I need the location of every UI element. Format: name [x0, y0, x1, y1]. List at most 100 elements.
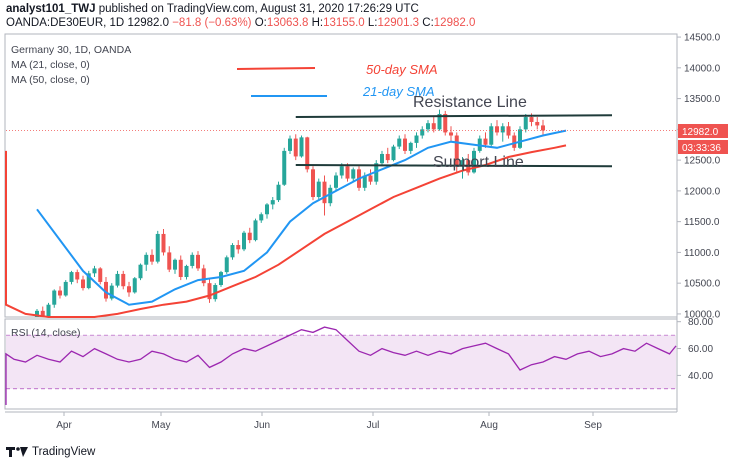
candle-body[interactable]	[414, 135, 419, 143]
candle-body[interactable]	[288, 138, 292, 151]
time-axis-label: Apr	[56, 420, 72, 431]
candle-body[interactable]	[242, 232, 246, 250]
candle-body[interactable]	[293, 138, 298, 157]
candle-body[interactable]	[150, 254, 154, 262]
candle-body[interactable]	[500, 126, 505, 133]
time-axis-label: Aug	[480, 420, 498, 431]
candle-body[interactable]	[219, 272, 223, 286]
candle-body[interactable]	[454, 135, 459, 167]
candle-body[interactable]	[161, 233, 166, 253]
candle-body[interactable]	[213, 285, 218, 300]
candle-body[interactable]	[109, 285, 114, 299]
candle-body[interactable]	[46, 304, 51, 317]
legend-ma50: MA (50, close, 0)	[11, 74, 90, 86]
candle-body[interactable]	[339, 166, 344, 176]
candle-body[interactable]	[178, 259, 183, 278]
support-trendline[interactable]	[295, 164, 613, 168]
candle-body[interactable]	[380, 153, 384, 164]
candle-body[interactable]	[184, 265, 189, 278]
resistance-trendline[interactable]	[295, 114, 613, 119]
candle-body[interactable]	[443, 113, 448, 133]
candle-body[interactable]	[368, 175, 373, 182]
candle-body[interactable]	[316, 181, 321, 198]
resistance-annotation: Resistance Line	[413, 94, 527, 111]
candle-body[interactable]	[385, 153, 390, 161]
candle-body[interactable]	[265, 204, 269, 215]
support-annotation: Support Line	[433, 154, 524, 171]
candle-body[interactable]	[35, 310, 39, 317]
footer-brand[interactable]: TradingView	[6, 446, 95, 458]
candle-body[interactable]	[523, 117, 528, 130]
candle-body[interactable]	[40, 310, 45, 317]
candle-body[interactable]	[270, 200, 275, 205]
legend-ma21: MA (21, close, 0)	[11, 59, 90, 71]
candle-body[interactable]	[138, 264, 143, 279]
candle-body[interactable]	[460, 160, 465, 167]
candle-body[interactable]	[155, 233, 160, 262]
candle-body[interactable]	[391, 146, 396, 161]
candle-body[interactable]	[541, 125, 545, 131]
candle-body[interactable]	[104, 281, 108, 299]
candle-body[interactable]	[259, 214, 264, 221]
candle-body[interactable]	[167, 252, 172, 270]
candle-body[interactable]	[328, 187, 333, 204]
candle-body[interactable]	[201, 268, 206, 284]
rsi-axis-label: 60.00	[688, 344, 713, 355]
candle-body[interactable]	[506, 126, 511, 136]
candle-body[interactable]	[98, 268, 103, 282]
candle-body[interactable]	[144, 254, 149, 265]
candle-body[interactable]	[132, 278, 137, 293]
candle-body[interactable]	[253, 220, 258, 241]
legend-rsi: RSI (14, close)	[11, 327, 80, 339]
candle-body[interactable]	[535, 121, 540, 126]
candle-body[interactable]	[207, 283, 212, 300]
candle-body[interactable]	[58, 290, 62, 296]
candle-body[interactable]	[518, 129, 522, 148]
candle-body[interactable]	[483, 138, 488, 145]
candle-body[interactable]	[81, 279, 85, 289]
candle-body[interactable]	[472, 150, 476, 173]
candle-body[interactable]	[437, 113, 442, 130]
author-name[interactable]: analyst101_TWJ	[6, 3, 96, 15]
candle-body[interactable]	[276, 184, 281, 201]
candle-body[interactable]	[190, 254, 195, 266]
candle-body[interactable]	[334, 175, 338, 188]
candle-body[interactable]	[449, 132, 453, 136]
candle-body[interactable]	[173, 259, 177, 270]
candle-body[interactable]	[362, 175, 367, 188]
candle-body[interactable]	[403, 138, 407, 151]
candle-body[interactable]	[236, 245, 241, 250]
candle-body[interactable]	[431, 123, 436, 130]
candle-body[interactable]	[408, 142, 413, 151]
candle-body[interactable]	[92, 268, 97, 274]
candle-body[interactable]	[489, 126, 494, 145]
countdown-tag-bg	[678, 140, 728, 154]
candle-body[interactable]	[52, 290, 57, 305]
candle-body[interactable]	[282, 150, 287, 185]
candle-body[interactable]	[512, 135, 517, 148]
candle-body[interactable]	[420, 129, 425, 136]
candle-body[interactable]	[345, 166, 350, 179]
candle-body[interactable]	[322, 181, 327, 204]
candle-body[interactable]	[299, 137, 304, 157]
candle-body[interactable]	[69, 272, 74, 282]
candle-body[interactable]	[224, 257, 229, 273]
candle-body[interactable]	[230, 245, 235, 258]
candle-body[interactable]	[426, 123, 430, 130]
candle-body[interactable]	[63, 281, 68, 296]
candle-body[interactable]	[115, 273, 120, 286]
candle-body[interactable]	[397, 138, 402, 147]
price-axis-label: 12500.0	[684, 156, 721, 167]
candle-body[interactable]	[529, 117, 534, 122]
candle-body[interactable]	[196, 254, 200, 269]
candle-body[interactable]	[311, 169, 315, 198]
candle-body[interactable]	[75, 272, 80, 280]
candle-body[interactable]	[351, 169, 356, 179]
candle-body[interactable]	[247, 232, 252, 241]
candle-body[interactable]	[495, 126, 499, 133]
candle-body[interactable]	[86, 273, 91, 289]
candle-body[interactable]	[121, 273, 126, 287]
candle-body[interactable]	[127, 286, 131, 293]
candle-body[interactable]	[305, 137, 310, 170]
